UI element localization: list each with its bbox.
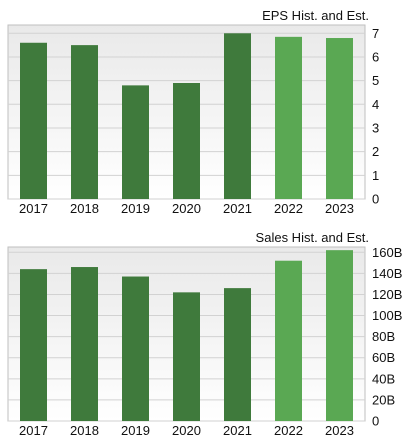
y-tick-label: 60B xyxy=(372,350,395,365)
bar-2020 xyxy=(173,292,200,421)
eps-x-axis: 2017 2018 2019 2020 2021 2022 2023 xyxy=(19,201,354,216)
eps-chart: EPS Hist. and Est. 0 1 2 3 4 5 6 7 2017 2018 2019… xyxy=(7,8,379,216)
y-tick-label: 5 xyxy=(372,73,379,88)
sales-chart: Sales Hist. and Est. 0 20B 40B 60B 80B 100B 12… xyxy=(7,230,402,438)
x-tick-label: 2021 xyxy=(223,201,252,216)
sales-y-axis: 0 20B 40B 60B 80B 100B 120B 140B 160B xyxy=(372,245,402,429)
x-tick-label: 2022 xyxy=(274,201,303,216)
x-tick-label: 2022 xyxy=(274,423,303,438)
x-tick-label: 2019 xyxy=(121,201,150,216)
x-tick-label: 2023 xyxy=(325,201,354,216)
bar-2017 xyxy=(20,269,47,421)
y-tick-label: 3 xyxy=(372,120,379,135)
y-tick-label: 6 xyxy=(372,49,379,64)
sales-chart-title: Sales Hist. and Est. xyxy=(256,230,369,245)
bar-2018 xyxy=(71,45,98,199)
x-tick-label: 2020 xyxy=(172,423,201,438)
bar-2023 xyxy=(326,38,353,199)
sales-bars xyxy=(20,250,353,421)
bar-2017 xyxy=(20,42,47,200)
x-tick-label: 2017 xyxy=(19,201,48,216)
y-tick-label: 20B xyxy=(372,392,395,407)
x-tick-label: 2018 xyxy=(70,423,99,438)
x-tick-label: 2020 xyxy=(172,201,201,216)
eps-chart-title: EPS Hist. and Est. xyxy=(262,8,369,23)
y-tick-label: 140B xyxy=(372,266,402,281)
x-tick-label: 2023 xyxy=(325,423,354,438)
bar-2020 xyxy=(173,83,200,199)
bar-2022 xyxy=(275,260,302,421)
y-tick-label: 1 xyxy=(372,168,379,183)
eps-bars xyxy=(20,33,353,200)
y-tick-label: 0 xyxy=(372,414,379,429)
y-tick-label: 0 xyxy=(372,192,379,207)
x-tick-label: 2017 xyxy=(19,423,48,438)
y-tick-label: 7 xyxy=(372,26,379,41)
y-tick-label: 40B xyxy=(372,371,395,386)
bar-2023 xyxy=(326,250,353,421)
x-tick-label: 2019 xyxy=(121,423,150,438)
y-tick-label: 160B xyxy=(372,245,402,260)
bar-2019 xyxy=(122,276,149,421)
eps-y-axis: 0 1 2 3 4 5 6 7 xyxy=(372,26,379,207)
bar-2022 xyxy=(275,36,302,200)
y-tick-label: 2 xyxy=(372,144,379,159)
bar-2021 xyxy=(224,33,251,200)
x-tick-label: 2018 xyxy=(70,201,99,216)
bar-2018 xyxy=(71,267,98,421)
x-tick-label: 2021 xyxy=(223,423,252,438)
bar-2021 xyxy=(224,288,251,421)
y-tick-label: 4 xyxy=(372,97,379,112)
sales-x-axis: 2017 2018 2019 2020 2021 2022 2023 xyxy=(19,423,354,438)
bar-2019 xyxy=(122,85,149,199)
y-tick-label: 120B xyxy=(372,287,402,302)
y-tick-label: 100B xyxy=(372,308,402,323)
y-tick-label: 80B xyxy=(372,329,395,344)
